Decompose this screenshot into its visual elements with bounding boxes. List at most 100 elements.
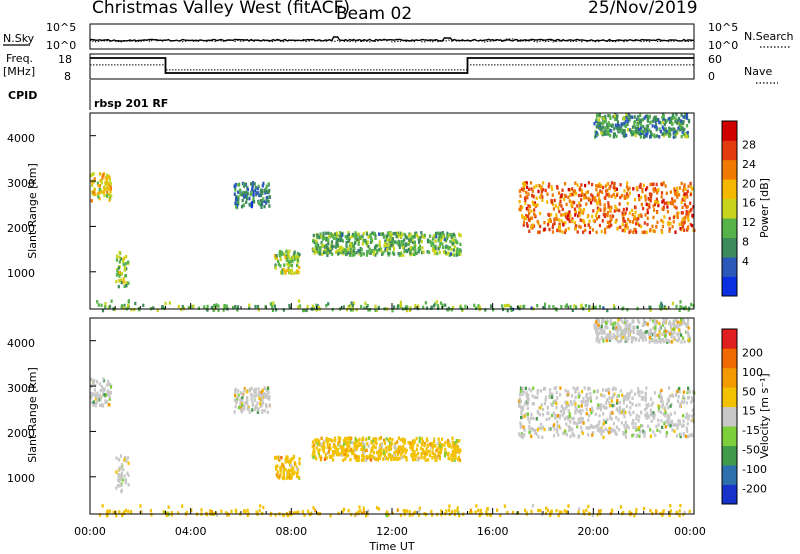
velocity-cells-cell-5-236 [652,430,655,434]
power-cells-cell-1-36 [118,250,121,255]
velocity-cells-cell-6-90 [680,340,683,344]
power-cells-cell-5-373 [613,188,616,192]
power-cells-cell-5-489 [673,199,677,203]
power-cells-cell-5-464 [678,186,682,190]
power-cells-cell-4-253 [330,242,333,247]
velocity-cells-cell-5-244 [564,407,567,411]
velocity-cells-cell-4-429 [333,436,337,440]
velocity-cells-cell-6-316 [636,329,639,334]
velocity-cells-cell-7-102 [440,509,443,513]
velocity-cells-cell-5-383 [669,424,672,428]
power-cells-cell-5-622 [607,201,610,205]
power-cells-cell-0-17 [104,182,107,187]
power-cells-cell-6-304 [669,128,673,132]
power-cells-cell-1-16 [117,284,120,289]
velocity-cells-cell-5-407 [575,407,578,412]
power-cells-cell-5-433 [563,193,566,198]
power-cells-cell-7-222 [503,304,507,308]
power-cells-cell-7-97 [206,304,209,309]
velocity-cells-cell-0-20 [96,391,99,395]
velocity-cells-cell-4-446 [382,451,386,455]
velocity-cells-cell-5-221 [592,431,595,435]
velocity-cells-cell-5-218 [594,425,597,429]
power-cells-cell-4-216 [351,242,354,246]
velocity-cells-cell-4-87 [413,440,416,444]
power-cells-cell-5-404 [627,217,630,222]
power-cells-cell-6-307 [598,118,601,122]
power-cells-cell-4-447 [334,245,337,249]
velocity-cells-cell-4-427 [384,456,387,461]
power-cells-cell-5-220 [683,228,686,232]
power-cells-cell-4-66 [333,236,336,241]
velocity-cells-cell-4-272 [340,444,343,449]
velocity-cells-cell-6-327 [663,321,666,325]
power-cells-cell-6-228 [679,125,682,129]
velocity-cells-cell-7-201 [450,510,453,514]
power-cells-cell-5-314 [636,222,639,226]
power-cells-cell-0-55 [91,190,94,194]
power-cells-cell-7-172 [580,305,583,309]
velocity-cells-cell-5-397 [655,424,658,429]
power-cells-cell-5-384 [568,210,571,214]
velocity-cells-cell-5-301 [685,426,688,431]
power-cells-cell-7-190 [613,306,616,310]
velocity-cells-cell-2-110 [266,396,269,400]
power-cells-cell-6-92 [684,115,687,120]
velocity-cells-cell-7-155 [386,513,389,518]
power-cells-cell-7-113 [298,299,301,303]
velocity-cells-cell-1-15 [127,483,130,487]
velocity-cells-cell-4-410 [438,455,441,459]
power-cells-cell-5-127 [619,225,622,229]
velocity-cells-cell-5-449 [679,434,682,439]
velocity-cells-cell-6-337 [675,325,678,329]
power-cells-cell-4-374 [322,234,325,238]
power-cells-cell-4-257 [352,244,355,248]
velocity-cells-cell-4-462 [433,443,436,448]
power-cells-cell-5-173 [640,195,643,200]
velocity-cells-cell-6-310 [622,332,625,336]
power-cells-cell-6-161 [638,132,641,136]
velocity-cells-cell-5-516 [567,424,570,429]
power-cells-cell-5-81 [578,186,582,190]
power-cells-cell-0-52 [101,176,104,180]
velocity-cells-cell-4-93 [322,439,325,443]
power-cells-cell-5-269 [633,217,636,221]
velocity-cells-cell-5-542 [634,426,637,430]
velocity-cells-cell-5-438 [659,390,662,394]
power-cells-cell-5-69 [615,218,618,222]
power-cells-cell-6-105 [677,126,680,130]
velocity-cells-cell-3-65 [285,456,288,460]
velocity-cells-cell-1-12 [124,478,127,483]
power-cells-cell-5-120 [666,205,669,209]
velocity-cells-cell-7-184 [633,513,636,518]
velocity-cells-cell-4-463 [341,445,344,450]
power-cells-cell-4-175 [439,231,442,236]
power-cells-cell-4-192 [319,232,322,236]
power-cells-cell-3-64 [279,252,282,257]
power-cells-cell-5-271 [656,200,660,205]
velocity-cells-cell-4-382 [451,458,454,462]
power-cells-cell-5-462 [646,222,649,227]
power-cells-cell-5-445 [582,196,586,200]
velocity-cells-cell-5-203 [573,399,576,404]
velocity-cells-cell-5-300 [571,416,574,421]
velocity-cells-cell-6-194 [671,322,675,326]
power-cells-cell-6-232 [626,122,629,127]
velocity-cells-cell-7-10 [557,513,560,518]
power-cells-cell-5-98 [662,198,665,203]
power-cells-cell-4-264 [376,249,379,253]
velocity-cells-cell-4-21 [383,441,386,446]
velocity-cells-cell-2-80 [243,387,246,391]
velocity-cells-cell-5-263 [604,420,608,424]
velocity-cells-cell-5-551 [520,423,523,427]
velocity-cells-cell-4-355 [439,448,442,453]
power-cells-cell-2-61 [252,193,255,197]
power-cells-cell-5-395 [613,182,616,186]
velocity-cells-cell-4-227 [403,438,406,442]
velocity-cells-cell-5-222 [556,396,559,400]
velocity-cells-cell-5-430 [645,416,648,420]
power-cells-cell-4-494 [345,252,348,257]
power-cells-cell-5-383 [652,187,655,191]
freq-label-line1: Freq. [6,52,33,65]
power-cells-cell-6-286 [606,123,609,128]
